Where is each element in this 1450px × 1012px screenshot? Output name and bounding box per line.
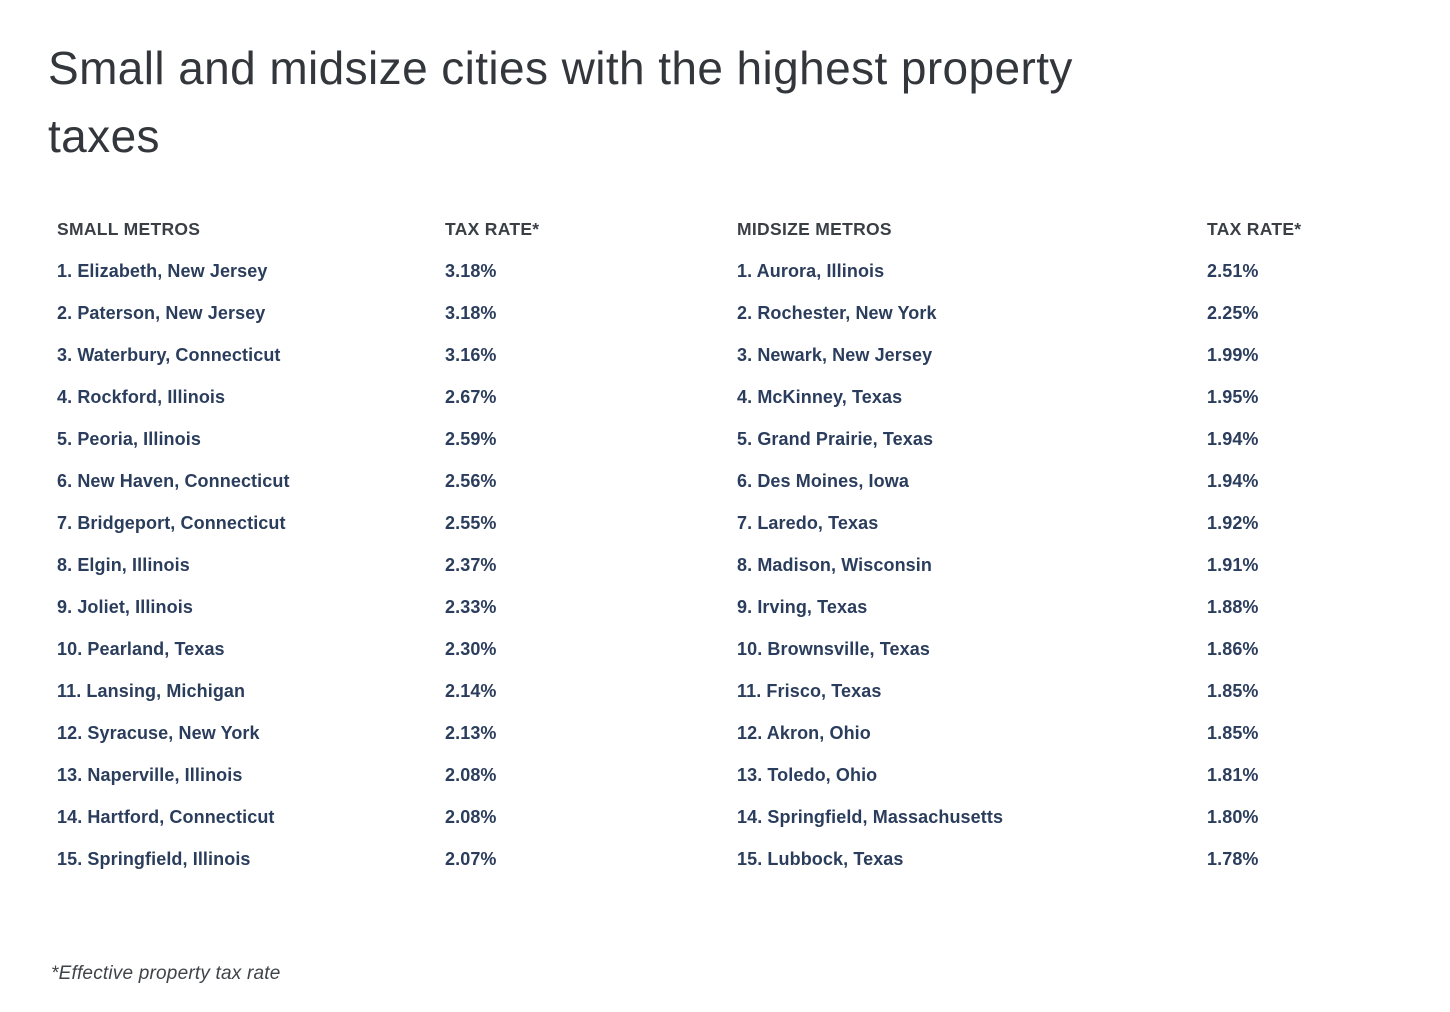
metro-cell: 1. Elizabeth, New Jersey — [57, 261, 268, 281]
metro-cell: 14. Hartford, Connecticut — [57, 807, 275, 827]
rate-cell: 2.08% — [445, 807, 497, 827]
metro-cell: 5. Grand Prairie, Texas — [737, 429, 934, 449]
metro-cell: 8. Elgin, Illinois — [57, 555, 190, 575]
metro-cell: 2. Paterson, New Jersey — [57, 303, 266, 323]
metro-cell: 15. Lubbock, Texas — [737, 849, 904, 869]
metro-cell: 11. Frisco, Texas — [737, 681, 882, 701]
metro-cell: 12. Akron, Ohio — [737, 723, 871, 743]
metro-cell: 3. Waterbury, Connecticut — [57, 345, 281, 365]
property-tax-table: SMALL METROS TAX RATE* MIDSIZE METROS TA… — [57, 218, 1450, 890]
page-title: Small and midsize cities with the highes… — [48, 42, 1073, 162]
metro-cell: 2. Rochester, New York — [737, 303, 937, 323]
column-header-midsize-tax-rate: TAX RATE* — [1207, 219, 1302, 239]
rate-cell: 1.88% — [1207, 597, 1259, 617]
metro-cell: 7. Laredo, Texas — [737, 513, 879, 533]
metro-cell: 6. Des Moines, Iowa — [737, 471, 909, 491]
rate-cell: 2.56% — [445, 471, 497, 491]
metro-cell: 9. Irving, Texas — [737, 597, 868, 617]
metro-cell: 1. Aurora, Illinois — [737, 261, 885, 281]
rate-cell: 3.18% — [445, 303, 497, 323]
metro-cell: 4. McKinney, Texas — [737, 387, 903, 407]
rate-cell: 1.85% — [1207, 681, 1259, 701]
rate-cell: 2.55% — [445, 513, 497, 533]
footnote: *Effective property tax rate — [51, 963, 281, 984]
metro-cell: 10. Brownsville, Texas — [737, 639, 930, 659]
metro-cell: 13. Toledo, Ohio — [737, 765, 878, 785]
column-header-small-metros: SMALL METROS — [57, 219, 201, 239]
rate-cell: 1.86% — [1207, 639, 1259, 659]
rate-cell: 1.78% — [1207, 849, 1259, 869]
rate-cell: 1.94% — [1207, 429, 1259, 449]
rate-cell: 2.13% — [445, 723, 497, 743]
column-header-midsize-metros: MIDSIZE METROS — [737, 219, 892, 239]
metro-cell: 11. Lansing, Michigan — [57, 681, 246, 701]
metro-cell: 5. Peoria, Illinois — [57, 429, 201, 449]
rate-cell: 2.67% — [445, 387, 497, 407]
rate-cell: 1.95% — [1207, 387, 1259, 407]
rate-cell: 2.30% — [445, 639, 497, 659]
metro-cell: 4. Rockford, Illinois — [57, 387, 226, 407]
rate-cell: 3.18% — [445, 261, 497, 281]
rate-cell: 1.92% — [1207, 513, 1259, 533]
metro-cell: 14. Springfield, Massachusetts — [737, 807, 1004, 827]
rate-cell: 2.08% — [445, 765, 497, 785]
column-header-small-tax-rate: TAX RATE* — [445, 219, 540, 239]
rate-cell: 2.25% — [1207, 303, 1259, 323]
rate-cell: 2.33% — [445, 597, 497, 617]
rate-cell: 1.94% — [1207, 471, 1259, 491]
rate-cell: 2.51% — [1207, 261, 1259, 281]
rate-cell: 1.99% — [1207, 345, 1259, 365]
metro-cell: 7. Bridgeport, Connecticut — [57, 513, 286, 533]
metro-cell: 12. Syracuse, New York — [57, 723, 260, 743]
metro-cell: 9. Joliet, Illinois — [57, 597, 193, 617]
rate-cell: 2.07% — [445, 849, 497, 869]
metro-cell: 10. Pearland, Texas — [57, 639, 225, 659]
rate-cell: 1.91% — [1207, 555, 1259, 575]
metro-cell: 13. Naperville, Illinois — [57, 765, 243, 785]
rate-cell: 2.14% — [445, 681, 497, 701]
rate-cell: 3.16% — [445, 345, 497, 365]
metro-cell: 6. New Haven, Connecticut — [57, 471, 290, 491]
rate-cell: 1.81% — [1207, 765, 1259, 785]
rate-cell: 2.37% — [445, 555, 497, 575]
metro-cell: 3. Newark, New Jersey — [737, 345, 933, 365]
rate-cell: 1.80% — [1207, 807, 1259, 827]
metro-cell: 8. Madison, Wisconsin — [737, 555, 932, 575]
metro-cell: 15. Springfield, Illinois — [57, 849, 251, 869]
rate-cell: 1.85% — [1207, 723, 1259, 743]
rate-cell: 2.59% — [445, 429, 497, 449]
